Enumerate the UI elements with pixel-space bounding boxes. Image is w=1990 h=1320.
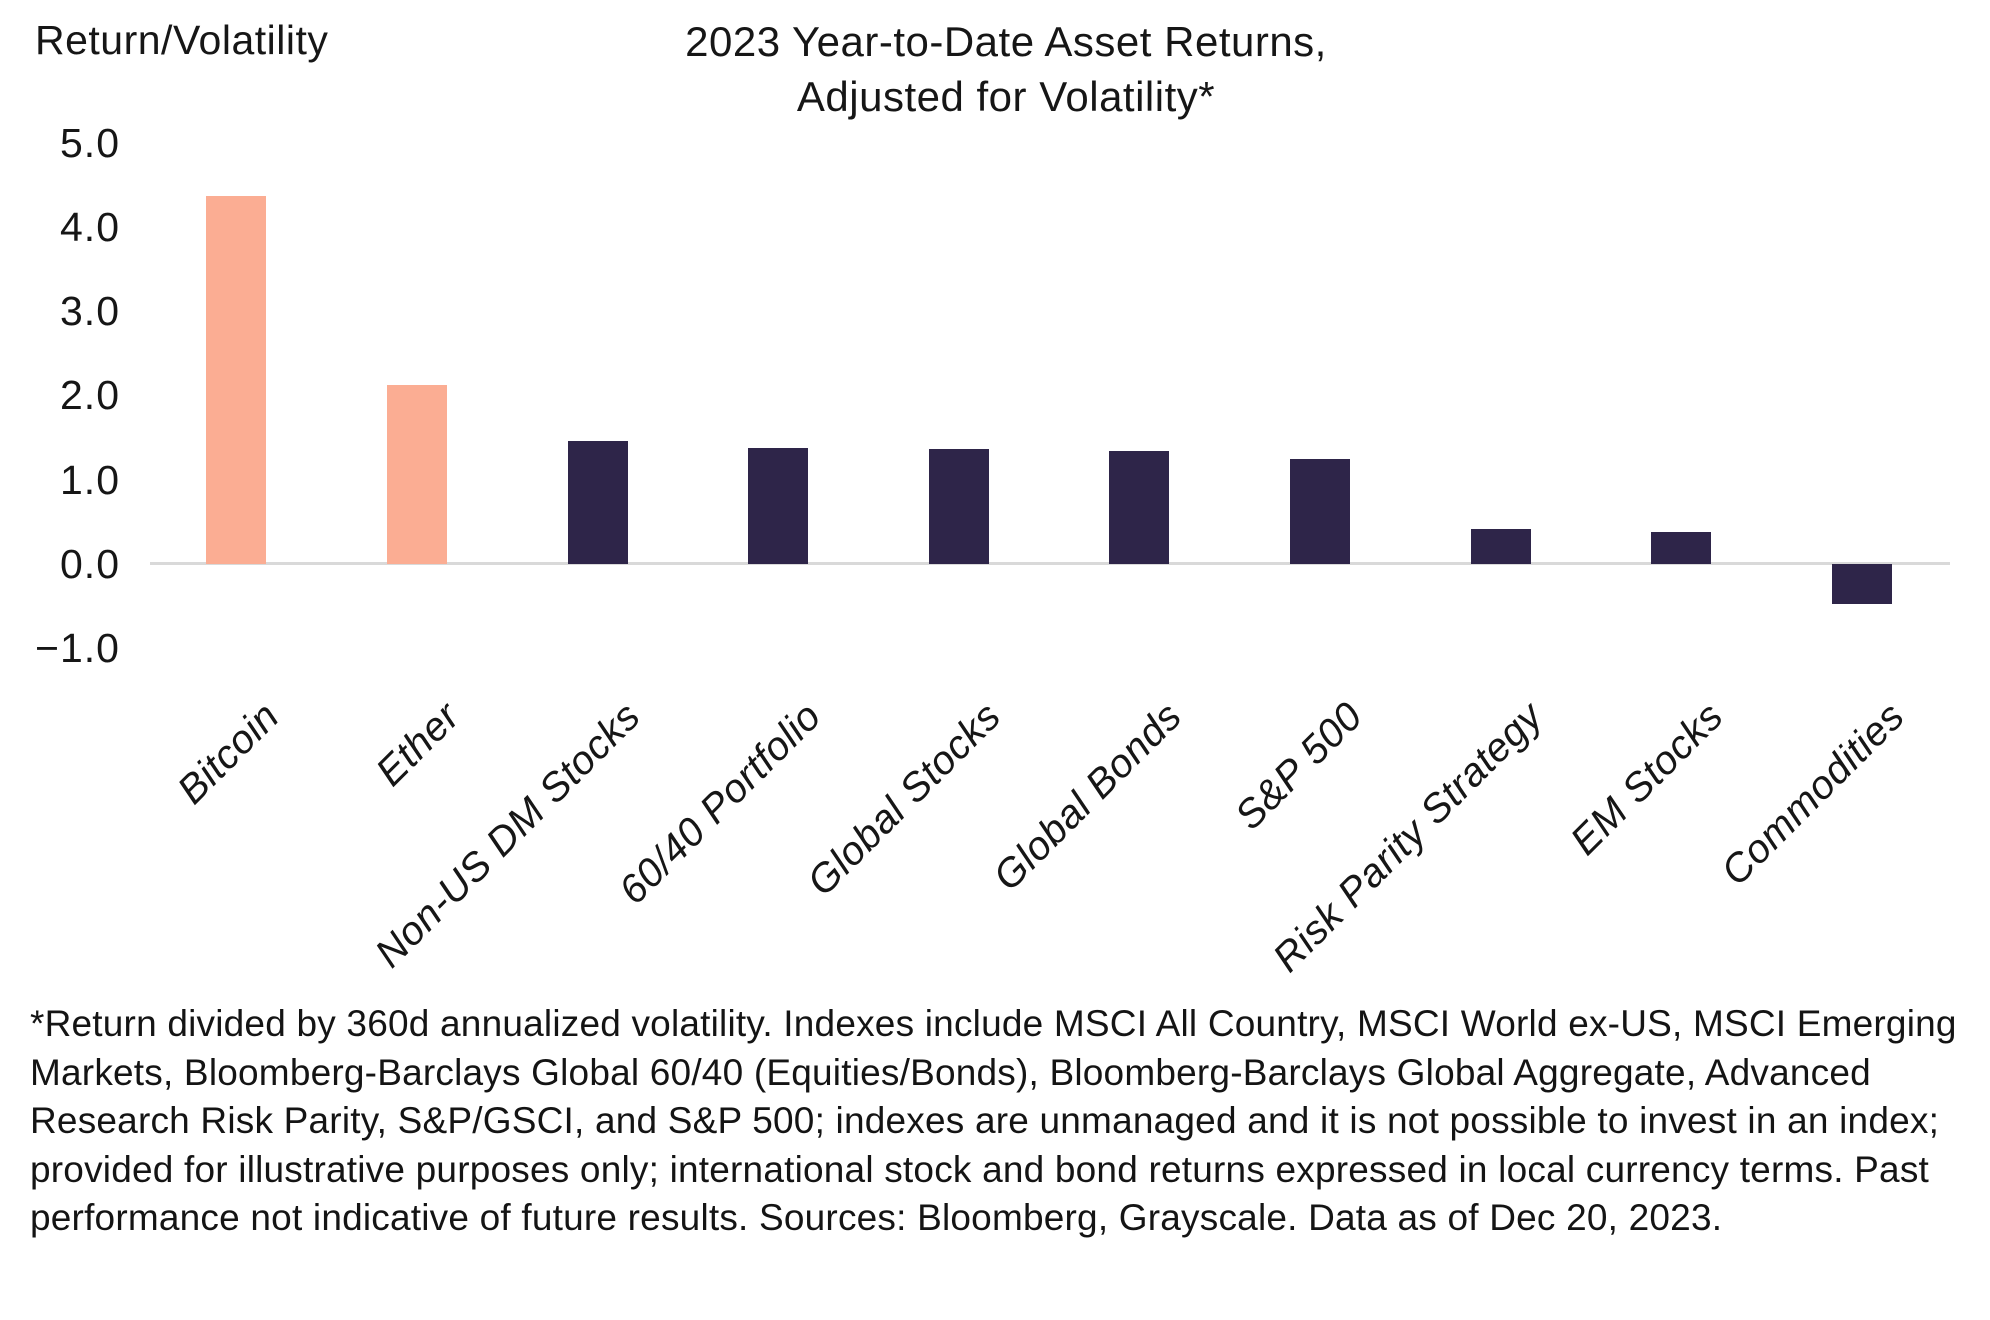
bar-commodities [1831,564,1892,604]
x-tick-label-s-p-500: S&P 500 [1226,694,1372,839]
bar-bitcoin [206,195,267,564]
y-tick-label-neg1.0: −1.0 [35,625,120,672]
y-tick-label-2.0: 2.0 [60,372,120,419]
bar-s-p-500 [1289,458,1350,564]
y-axis-title: Return/Volatility [35,17,329,63]
x-tick-label-em-stocks: EM Stocks [1562,694,1733,864]
bar-non-us-dm-stocks [567,440,628,564]
x-tick-label-bitcoin: Bitcoin [168,694,288,813]
bar-global-stocks [928,449,989,564]
y-tick-label-5.0: 5.0 [60,119,120,166]
footnote: *Return divided by 360d annualized volat… [30,1003,1957,1238]
chart-title: 2023 Year-to-Date Asset Returns, Adjuste… [506,14,1506,124]
y-tick-label-1.0: 1.0 [60,456,120,503]
bar-risk-parity-strategy [1470,529,1531,564]
x-tick-label-commodities: Commodities [1712,694,1913,895]
bar-60-40-portfolio [748,447,809,564]
chart-title-line1: 2023 Year-to-Date Asset Returns, [685,18,1327,65]
x-tick-label-global-stocks: Global Stocks [799,694,1010,905]
x-tick-label-global-bonds: Global Bonds [985,694,1191,900]
bar-em-stocks [1651,531,1712,564]
x-tick-label-ether: Ether [367,694,469,795]
y-tick-label-3.0: 3.0 [60,288,120,335]
bar-ether [386,385,447,564]
zero-axis-line [150,562,1950,565]
bar-global-bonds [1109,451,1170,564]
y-tick-label-0.0: 0.0 [60,541,120,587]
y-tick-label-4.0: 4.0 [60,203,120,250]
chart-title-line2: Adjusted for Volatility* [796,73,1216,120]
